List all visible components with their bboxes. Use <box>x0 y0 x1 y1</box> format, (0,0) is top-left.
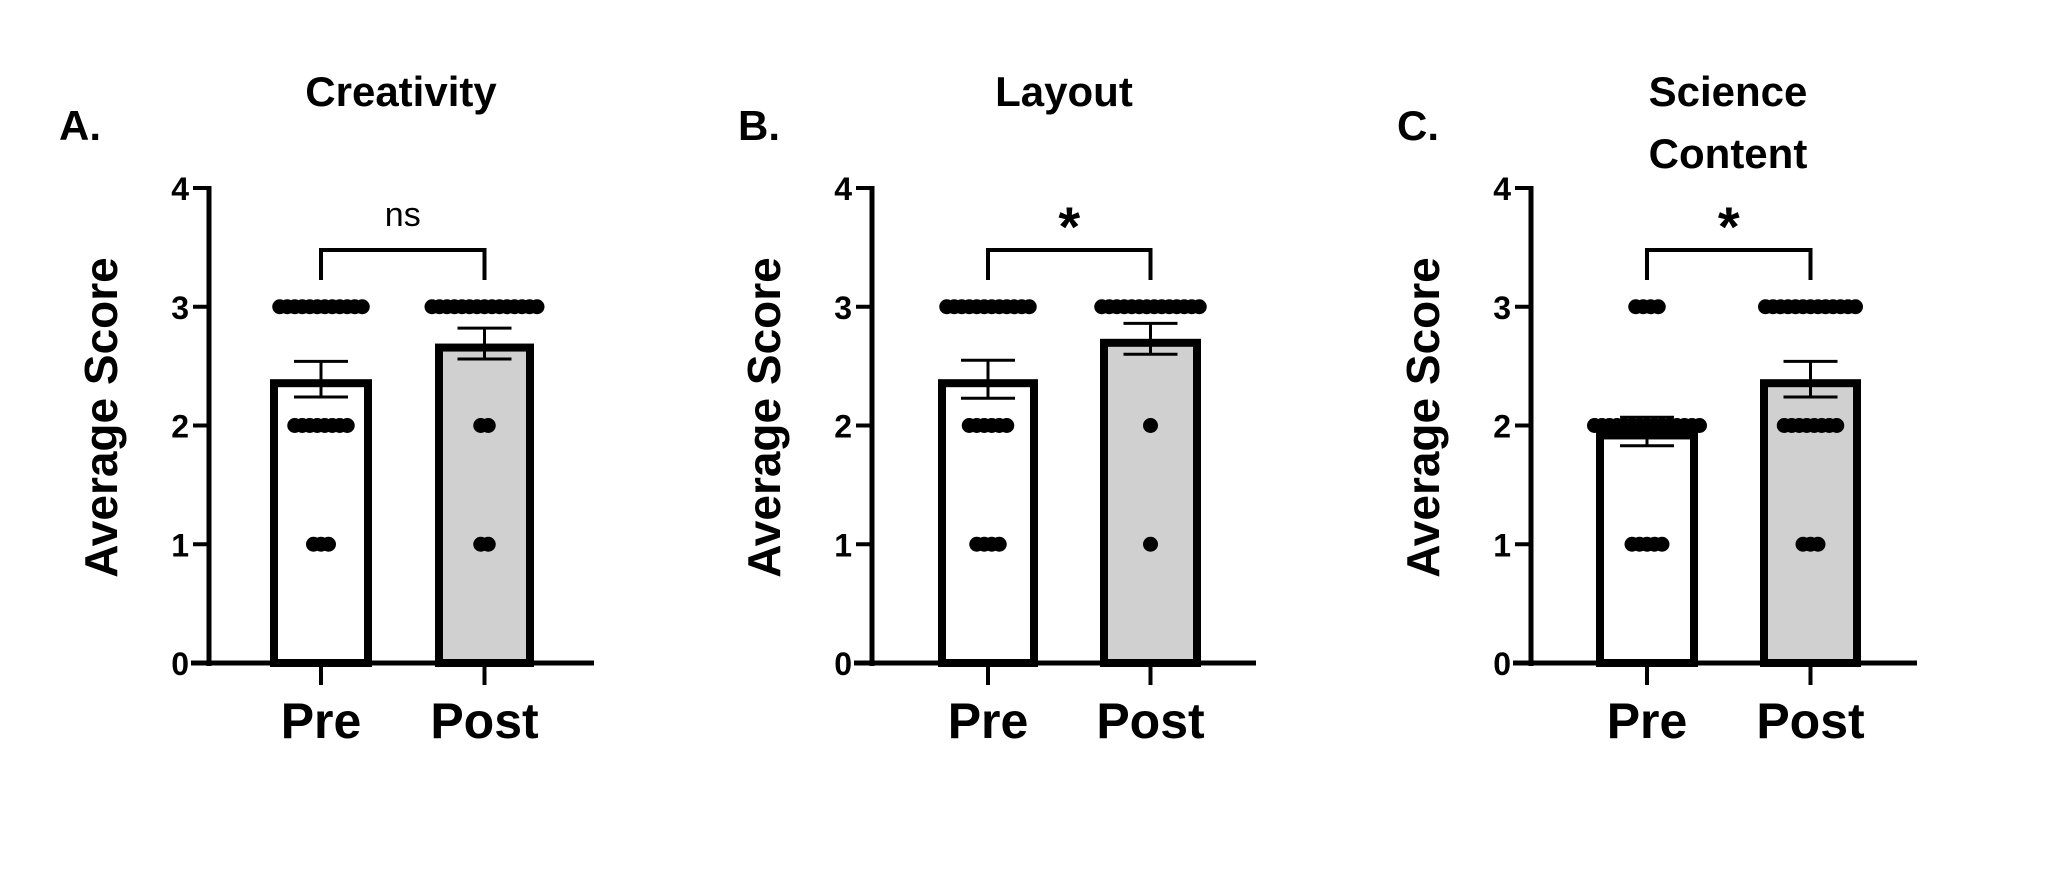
data-point <box>1191 299 1207 315</box>
significance-bracket <box>986 248 1153 280</box>
data-point <box>991 536 1007 552</box>
significance-bracket <box>1645 248 1813 280</box>
bar-post <box>435 343 534 667</box>
y-axis-label: Average Score <box>738 257 790 577</box>
x-tick-label: Post <box>1756 693 1865 749</box>
data-point <box>529 299 545 315</box>
data-point <box>1143 418 1158 433</box>
y-tick-label: 0 <box>1493 646 1511 682</box>
panel-c: C. Science Content Average Score 0 1 2 3 4 Pre Pos… <box>1397 68 1917 749</box>
data-point <box>1829 418 1845 433</box>
y-tick-label: 1 <box>834 527 852 563</box>
y-tick-label: 2 <box>834 409 852 445</box>
significance-label: ns <box>385 196 421 234</box>
data-point <box>999 418 1015 433</box>
y-tick-label: 0 <box>171 646 189 682</box>
y-tick-label: 4 <box>1493 171 1511 207</box>
data-point <box>480 536 496 552</box>
panel-label: C. <box>1397 102 1439 149</box>
data-point <box>321 536 336 552</box>
data-point <box>339 418 355 433</box>
x-tick-label: Post <box>430 693 539 749</box>
significance-label: * <box>1058 195 1080 258</box>
data-point <box>480 418 496 433</box>
y-axis-label: Average Score <box>1397 257 1449 577</box>
y-tick-label: 3 <box>834 290 852 326</box>
y-tick-label: 4 <box>171 171 189 207</box>
chart-title: Creativity <box>305 68 497 115</box>
data-point <box>1692 418 1707 433</box>
y-tick-label: 2 <box>171 409 189 445</box>
chart-title: Layout <box>995 68 1133 115</box>
x-tick-label: Post <box>1096 693 1205 749</box>
y-tick-label: 2 <box>1493 409 1511 445</box>
y-tick-label: 4 <box>834 171 852 207</box>
y-axis-label: Average Score <box>75 257 127 577</box>
data-point <box>1848 299 1863 315</box>
y-tick-label: 1 <box>171 527 189 563</box>
panel-label: A. <box>59 102 101 149</box>
x-tick-label: Pre <box>281 693 362 749</box>
y-tick-label: 3 <box>171 290 189 326</box>
significance-bracket <box>319 248 487 280</box>
bar-post <box>1100 338 1201 667</box>
panel-a: A. Creativity Average Score 0 1 2 3 4 Pre Post ns <box>59 68 594 749</box>
significance-label: * <box>1718 195 1740 258</box>
y-tick-label: 0 <box>834 646 852 682</box>
data-point <box>1021 299 1037 315</box>
data-point <box>1654 536 1670 552</box>
chart-title-line: Science <box>1649 68 1808 115</box>
x-tick-label: Pre <box>1607 693 1688 749</box>
chart-title-line: Content <box>1649 130 1808 177</box>
data-point <box>354 299 370 315</box>
data-point <box>1810 536 1826 552</box>
panel-label: B. <box>738 102 780 149</box>
x-tick-label: Pre <box>948 693 1029 749</box>
data-point <box>1143 536 1158 552</box>
y-tick-label: 1 <box>1493 527 1511 563</box>
panel-b: B. Layout Average Score 0 1 2 3 4 Pre Post * <box>738 68 1256 749</box>
y-tick-label: 3 <box>1493 290 1511 326</box>
data-point <box>1650 299 1666 315</box>
